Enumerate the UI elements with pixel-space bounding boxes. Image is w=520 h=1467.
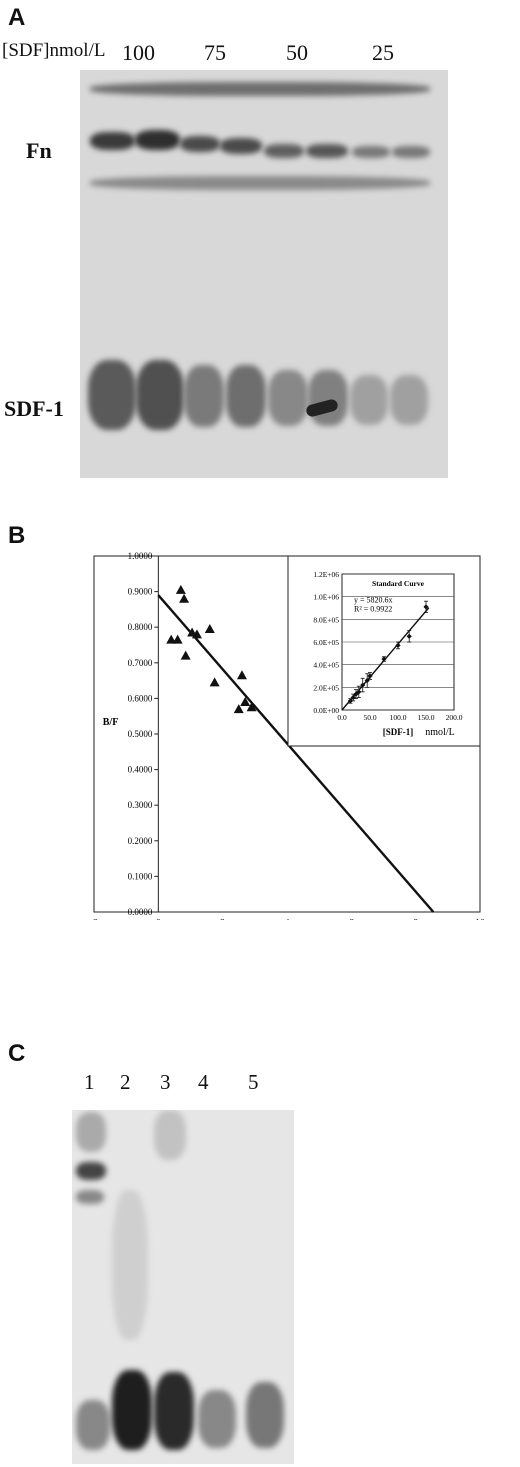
lane-5: 5 [248,1070,259,1094]
y-tick-label: 0.6000 [128,693,153,703]
conc-75: 75 [204,40,226,65]
y-tick-label: 0.9000 [128,587,153,597]
gel-image-a [80,70,448,478]
lane-1: 1 [84,1070,95,1094]
data-point-triangle [179,593,190,603]
inset-y-tick-label: 1.2E+06 [313,570,339,579]
data-point-triangle [166,634,177,644]
inset-y-tick-label: 4.0E+05 [313,661,339,670]
y-tick-label: 0.5000 [128,729,153,739]
y-tick-label: 0.0000 [128,907,153,917]
y-tick-label: 0.8000 [128,622,153,632]
x-tick-label: 2 [220,918,225,920]
data-point-triangle [191,629,202,639]
x-tick-label: 0 [156,918,161,920]
y-tick-label: 0.4000 [128,765,153,775]
sdf1-label: SDF-1 [4,396,64,421]
inset-x-tick-label: 0.0 [337,713,347,722]
inset-x-tick-label: 150.0 [418,713,435,722]
inset-data-point-diamond [367,673,373,679]
inset-y-tick-label: 8.0E+05 [313,615,339,624]
inset-equation: y = 5820.6x [354,595,393,604]
data-point-triangle [209,677,220,687]
data-point-triangle [175,584,186,594]
concentration-label: [SDF]nmol/L [2,40,106,61]
x-tick-label: -2 [90,918,98,920]
inset-x-tick-label: 200.0 [446,713,463,722]
inset-x-tick-label: 50.0 [363,713,376,722]
panel-b-letter: B [8,522,26,549]
lane-3: 3 [160,1070,171,1094]
x-tick-label: 10 [475,918,485,920]
data-point-triangle [233,704,244,714]
scatchard-plot: 0.0000 0.1000 0.2000 0.3000 0.4000 0.5000 0.60… [90,551,485,920]
inset-y-tick-label: 6.0E+05 [313,638,339,647]
inset-x-unit: nmol/L [425,727,454,738]
data-point-triangle [204,623,215,633]
y-tick-label: 0.3000 [128,800,153,810]
y-tick-label: 0.2000 [128,836,153,846]
x-tick-label: 6 [349,918,354,920]
y-tick-label: 1.0000 [128,551,153,561]
inset-y-tick-label: 0.0E+00 [313,706,339,715]
inset-y-tick-label: 1.0E+06 [313,593,339,602]
y-tick-label: 0.1000 [128,871,153,881]
lane-2: 2 [120,1070,131,1094]
fn-label: Fn [26,138,52,163]
conc-100: 100 [122,40,155,65]
inset-title: Standard Curve [372,579,425,588]
inset-x-axis-label: [SDF-1] [383,727,414,737]
data-point-triangle [172,634,183,644]
lane-4: 4 [198,1070,209,1094]
data-point-triangle [236,670,247,680]
data-point-triangle [180,650,191,660]
inset-x-tick-label: 100.0 [390,713,407,722]
x-tick-label: 8 [413,918,418,920]
y-tick-label: 0.7000 [128,658,153,668]
inset-y-tick-label: 2.0E+05 [313,683,339,692]
conc-50: 50 [286,40,308,65]
inset-r-squared: R² = 0.9922 [354,604,392,613]
conc-25: 25 [372,40,394,65]
gel-image-c [72,1110,294,1464]
x-tick-label: 4 [285,918,290,920]
panel-a-letter: A [8,4,26,31]
data-point-triangle [246,702,257,712]
panel-c-letter: C [8,1040,26,1067]
data-point-triangle [240,696,251,706]
inset-data-point-diamond [381,656,387,662]
inset-frame [287,555,481,747]
y-axis-label: B/F [103,717,119,728]
regression-line [157,594,435,913]
